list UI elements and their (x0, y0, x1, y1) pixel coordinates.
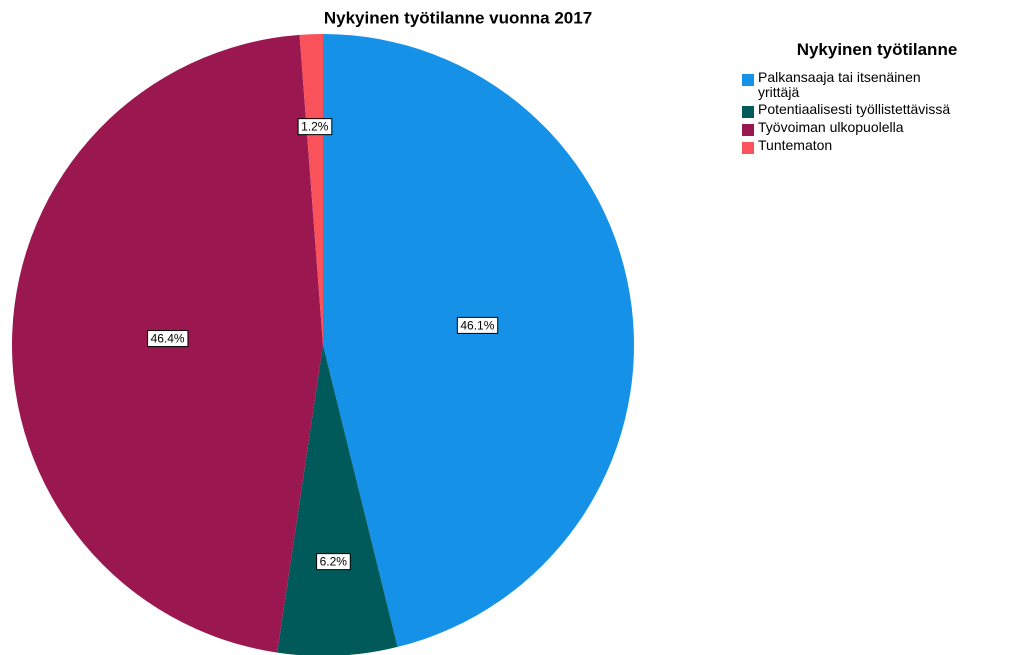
legend-title: Nykyinen työtilanne (796, 40, 958, 59)
data-label: 1.2% (301, 120, 329, 134)
legend-label: Potentiaalisesti työllistettävissä (758, 101, 951, 117)
legend-label: Tuntematon (758, 137, 833, 153)
legend-swatch (742, 142, 754, 154)
legend-label: Työvoiman ulkopuolella (758, 119, 904, 135)
legend-swatch (742, 74, 754, 86)
data-label-box (297, 118, 333, 136)
legend-label: Palkansaaja tai itsenäinen yrittäjä (758, 69, 921, 100)
legend-item: Palkansaaja tai itsenäinen yrittäjä (742, 70, 1012, 100)
legend-item: Potentiaalisesti työllistettävissä (742, 102, 1012, 118)
data-label-box (147, 330, 189, 348)
data-label: 46.1% (460, 318, 494, 332)
pie-slice (323, 34, 634, 647)
pie-slice (299, 34, 323, 345)
legend-swatch (742, 124, 754, 136)
legend-item: Tuntematon (742, 138, 1012, 154)
data-label: 6.2% (320, 555, 348, 569)
data-label: 46.4% (151, 332, 185, 346)
legend-item: Työvoiman ulkopuolella (742, 120, 1012, 136)
pie-slice (277, 345, 398, 655)
chart-title: Nykyinen työtilanne vuonna 2017 (324, 8, 592, 27)
legend-items: Palkansaaja tai itsenäinen yrittäjä Poten… (742, 70, 1012, 154)
legend-swatch (742, 106, 754, 118)
legend: Nykyinen työtilanne Palkansaaja tai itse… (742, 40, 1012, 156)
data-label-box (316, 553, 351, 571)
data-label-box (456, 316, 499, 334)
